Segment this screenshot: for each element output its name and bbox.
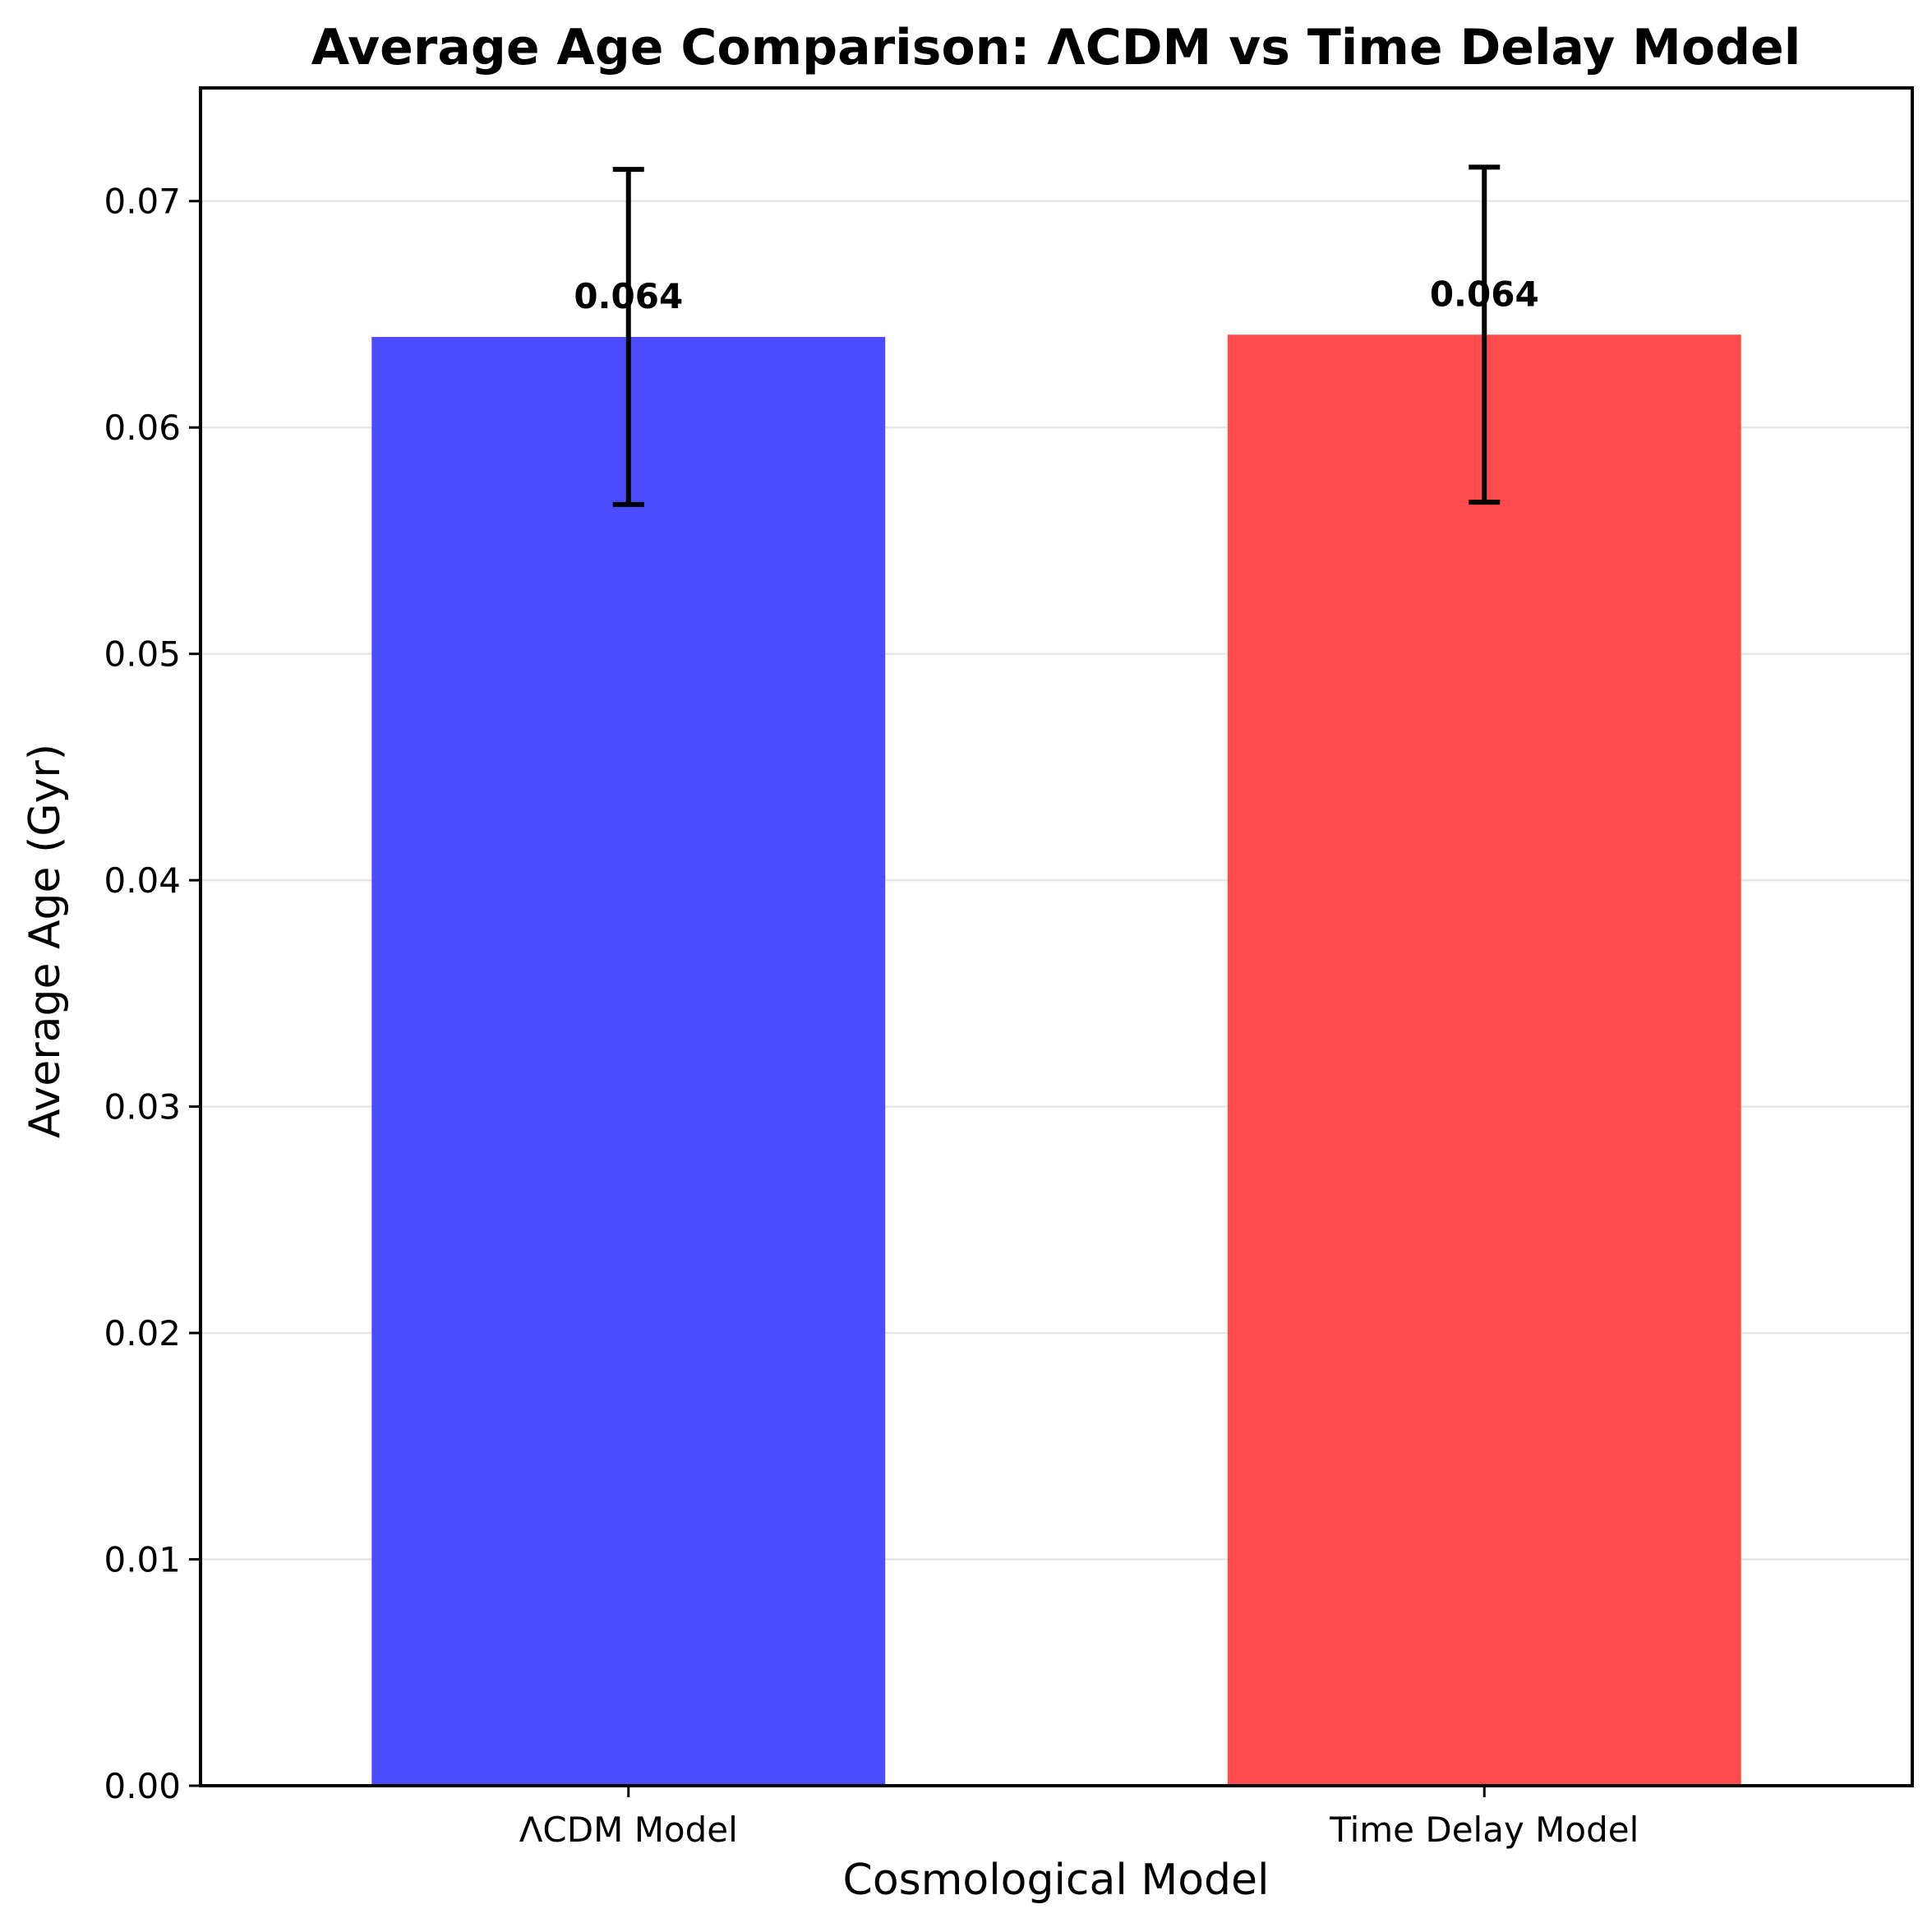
- bar: [371, 337, 886, 1787]
- y-axis-label: Average Age (Gyr): [21, 744, 70, 1138]
- y-tick-label: 0.02: [104, 1313, 181, 1353]
- y-axis-ticks: 0.00 0.01 0.02 0.03 0.04 0.05 0.06 0.07: [104, 182, 201, 1806]
- error-bars: [612, 164, 1501, 507]
- data-label: 0.064: [574, 276, 683, 316]
- bar: [1227, 334, 1741, 1786]
- y-tick-label: 0.01: [104, 1540, 181, 1580]
- y-tick-label: 0.04: [104, 860, 181, 901]
- x-axis-ticks: ΛCDM Model Time Delay Model: [519, 1786, 1639, 1850]
- x-axis-label: Cosmological Model: [843, 1856, 1270, 1905]
- data-label: 0.064: [1430, 274, 1539, 314]
- y-tick-label: 0.05: [104, 634, 181, 675]
- chart-title: Average Age Comparison: ΛCDM vs Time Del…: [311, 19, 1801, 76]
- y-tick-label: 0.03: [104, 1087, 181, 1127]
- plot-frame: [199, 86, 1914, 1787]
- y-tick-label: 0.06: [104, 408, 181, 448]
- y-tick-label: 0.07: [104, 182, 181, 222]
- bars: [371, 334, 1741, 1787]
- data-labels: 0.064 0.064: [574, 274, 1538, 316]
- x-tick-label: ΛCDM Model: [519, 1810, 738, 1850]
- x-tick-label: Time Delay Model: [1329, 1810, 1639, 1850]
- y-tick-label: 0.00: [104, 1766, 181, 1806]
